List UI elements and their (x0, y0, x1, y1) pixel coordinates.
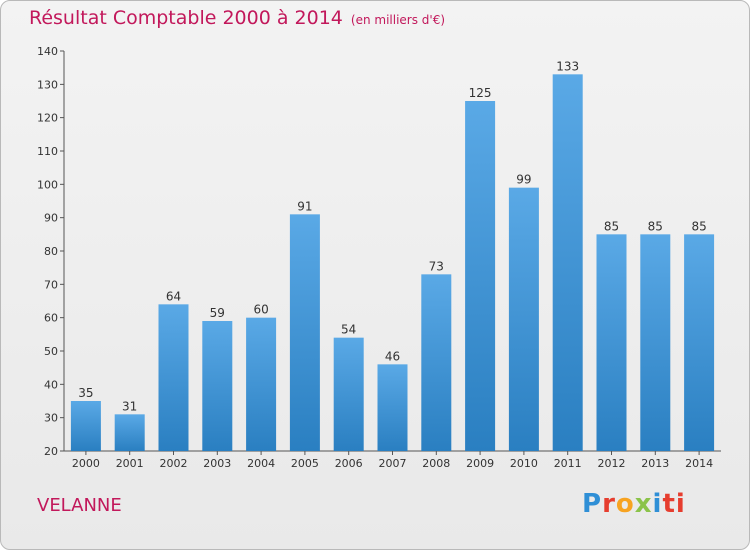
data-label: 73 (429, 259, 444, 273)
place-name: VELANNE (37, 495, 122, 516)
logo-letter: o (615, 489, 635, 519)
x-tick-label: 2010 (510, 457, 538, 470)
x-tick-label: 2008 (422, 457, 450, 470)
bar (596, 234, 627, 451)
data-label: 64 (166, 289, 181, 303)
logo-letter: i (652, 489, 663, 519)
bar (70, 401, 101, 451)
chart-subtitle: (en milliers d'€) (350, 13, 446, 27)
x-tick-label: 2009 (466, 457, 494, 470)
x-tick-label: 2001 (116, 457, 144, 470)
y-tick-label: 60 (44, 312, 58, 325)
logo-letter: x (634, 489, 653, 519)
y-tick-label: 20 (44, 445, 58, 458)
x-tick-label: 2005 (291, 457, 319, 470)
y-tick-label: 120 (37, 112, 58, 125)
bar (289, 214, 320, 451)
bar (202, 321, 233, 451)
data-label: 91 (297, 199, 312, 213)
y-tick-label: 70 (44, 278, 58, 291)
x-tick-label: 2012 (598, 457, 626, 470)
y-tick-label: 110 (37, 145, 58, 158)
data-label: 31 (122, 399, 137, 413)
x-tick-label: 2014 (685, 457, 713, 470)
bar (114, 414, 145, 451)
bar (465, 101, 496, 451)
data-label: 85 (604, 219, 619, 233)
logo-letter: r (602, 489, 616, 519)
x-tick-label: 2006 (335, 457, 363, 470)
data-label: 125 (469, 86, 492, 100)
data-label: 46 (385, 349, 400, 363)
logo-letter: P (582, 489, 603, 519)
y-tick-label: 140 (37, 45, 58, 58)
bar (640, 234, 671, 451)
data-label: 60 (253, 303, 268, 317)
y-tick-label: 30 (44, 412, 58, 425)
y-tick-label: 130 (37, 78, 58, 91)
y-tick-label: 50 (44, 345, 58, 358)
bar (158, 304, 189, 451)
bar (246, 317, 277, 451)
data-label: 85 (648, 219, 663, 233)
y-tick-label: 40 (44, 378, 58, 391)
chart-title: Résultat Comptable 2000 à 2014 (en millie… (29, 7, 445, 29)
x-tick-label: 2004 (247, 457, 275, 470)
logo-letter: ti (662, 489, 686, 519)
bar (508, 187, 539, 451)
data-label: 133 (556, 59, 579, 73)
data-label: 54 (341, 323, 356, 337)
bar (684, 234, 715, 451)
bar (377, 364, 408, 451)
data-label: 35 (78, 386, 93, 400)
x-tick-label: 2000 (72, 457, 100, 470)
x-tick-label: 2002 (160, 457, 188, 470)
x-tick-label: 2013 (641, 457, 669, 470)
data-label: 99 (516, 173, 531, 187)
title-text: Résultat Comptable 2000 à 2014 (29, 7, 343, 29)
x-tick-label: 2011 (554, 457, 582, 470)
data-label: 59 (210, 306, 225, 320)
data-label: 85 (691, 219, 706, 233)
x-tick-label: 2003 (203, 457, 231, 470)
y-tick-label: 80 (44, 245, 58, 258)
y-tick-label: 100 (37, 178, 58, 191)
y-tick-label: 90 (44, 212, 58, 225)
bar (333, 337, 364, 451)
bar (421, 274, 452, 451)
proxiti-logo: Proxiti (582, 489, 686, 519)
bar (552, 74, 583, 451)
x-tick-label: 2007 (379, 457, 407, 470)
